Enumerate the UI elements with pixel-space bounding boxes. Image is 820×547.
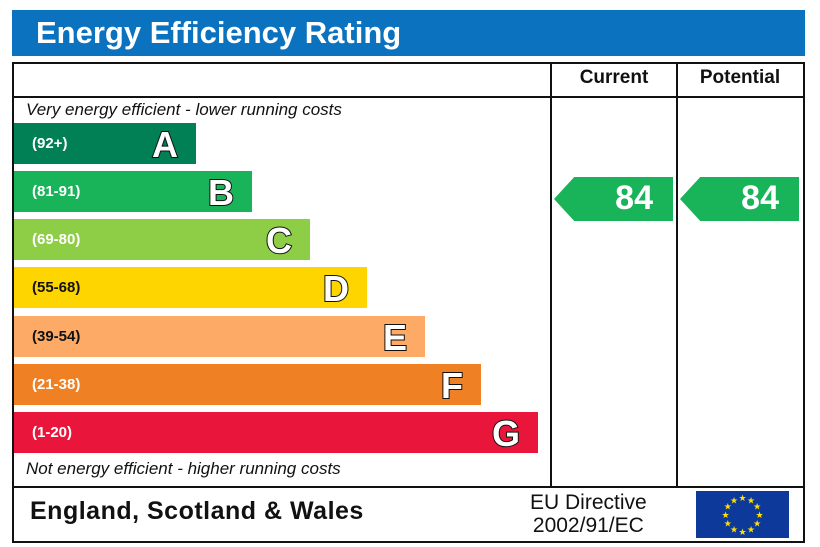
svg-text:★: ★ (724, 502, 732, 512)
potential-rating-value: 84 (741, 179, 779, 217)
band-letter: C (265, 219, 293, 262)
band-range: (55-68) (32, 279, 81, 296)
divider (12, 486, 803, 488)
country-label: England, Scotland & Wales (30, 497, 364, 525)
svg-text:★: ★ (738, 527, 746, 537)
band-f: (21-38) F (14, 364, 481, 407)
band-b: (81-91) B (14, 171, 252, 214)
eu-flag-icon: ★ ★ ★ ★ ★ ★ ★ ★ ★ ★ ★ ★ (696, 491, 789, 538)
band-d: (55-68) D (14, 267, 367, 310)
divider (12, 96, 803, 98)
band-range: (92+) (32, 135, 68, 152)
current-column-header: Current (579, 67, 649, 88)
bottom-note: Not energy efficient - higher running co… (26, 459, 341, 478)
divider (676, 62, 678, 487)
svg-text:★: ★ (755, 510, 763, 520)
band-letter: G (491, 412, 521, 455)
band-letter: B (207, 171, 235, 214)
eu-directive: EU Directive 2002/91/EC (530, 491, 647, 537)
band-range: (81-91) (32, 183, 81, 200)
band-e: (39-54) E (14, 316, 425, 359)
svg-text:★: ★ (721, 510, 729, 520)
current-rating-value: 84 (615, 179, 653, 217)
svg-text:★: ★ (747, 495, 755, 505)
directive-line1: EU Directive (530, 491, 647, 514)
band-letter: A (151, 123, 179, 166)
divider (550, 62, 552, 487)
svg-text:★: ★ (738, 493, 746, 503)
chart-title: Energy Efficiency Rating (36, 15, 402, 50)
band-letter: E (382, 316, 408, 359)
band-c: (69-80) C (14, 219, 310, 262)
svg-text:★: ★ (730, 525, 738, 535)
svg-text:★: ★ (753, 502, 761, 512)
svg-text:★: ★ (730, 495, 738, 505)
svg-text:★: ★ (753, 519, 761, 529)
svg-text:★: ★ (724, 519, 732, 529)
chart-frame (12, 62, 805, 543)
current-rating-arrow: 84 (554, 177, 673, 221)
band-a: (92+) A (14, 123, 196, 166)
band-letter: D (322, 267, 350, 310)
title-bar: Energy Efficiency Rating (12, 10, 805, 56)
band-range: (21-38) (32, 376, 81, 393)
band-range: (39-54) (32, 328, 81, 345)
potential-column-header: Potential (699, 67, 781, 88)
band-range: (69-80) (32, 231, 81, 248)
top-note: Very energy efficient - lower running co… (26, 100, 342, 119)
band-g: (1-20) G (14, 412, 538, 455)
band-range: (1-20) (32, 424, 73, 441)
potential-rating-arrow: 84 (680, 177, 799, 221)
svg-text:★: ★ (747, 525, 755, 535)
band-letter: F (440, 364, 464, 407)
directive-line2: 2002/91/EC (532, 514, 644, 537)
